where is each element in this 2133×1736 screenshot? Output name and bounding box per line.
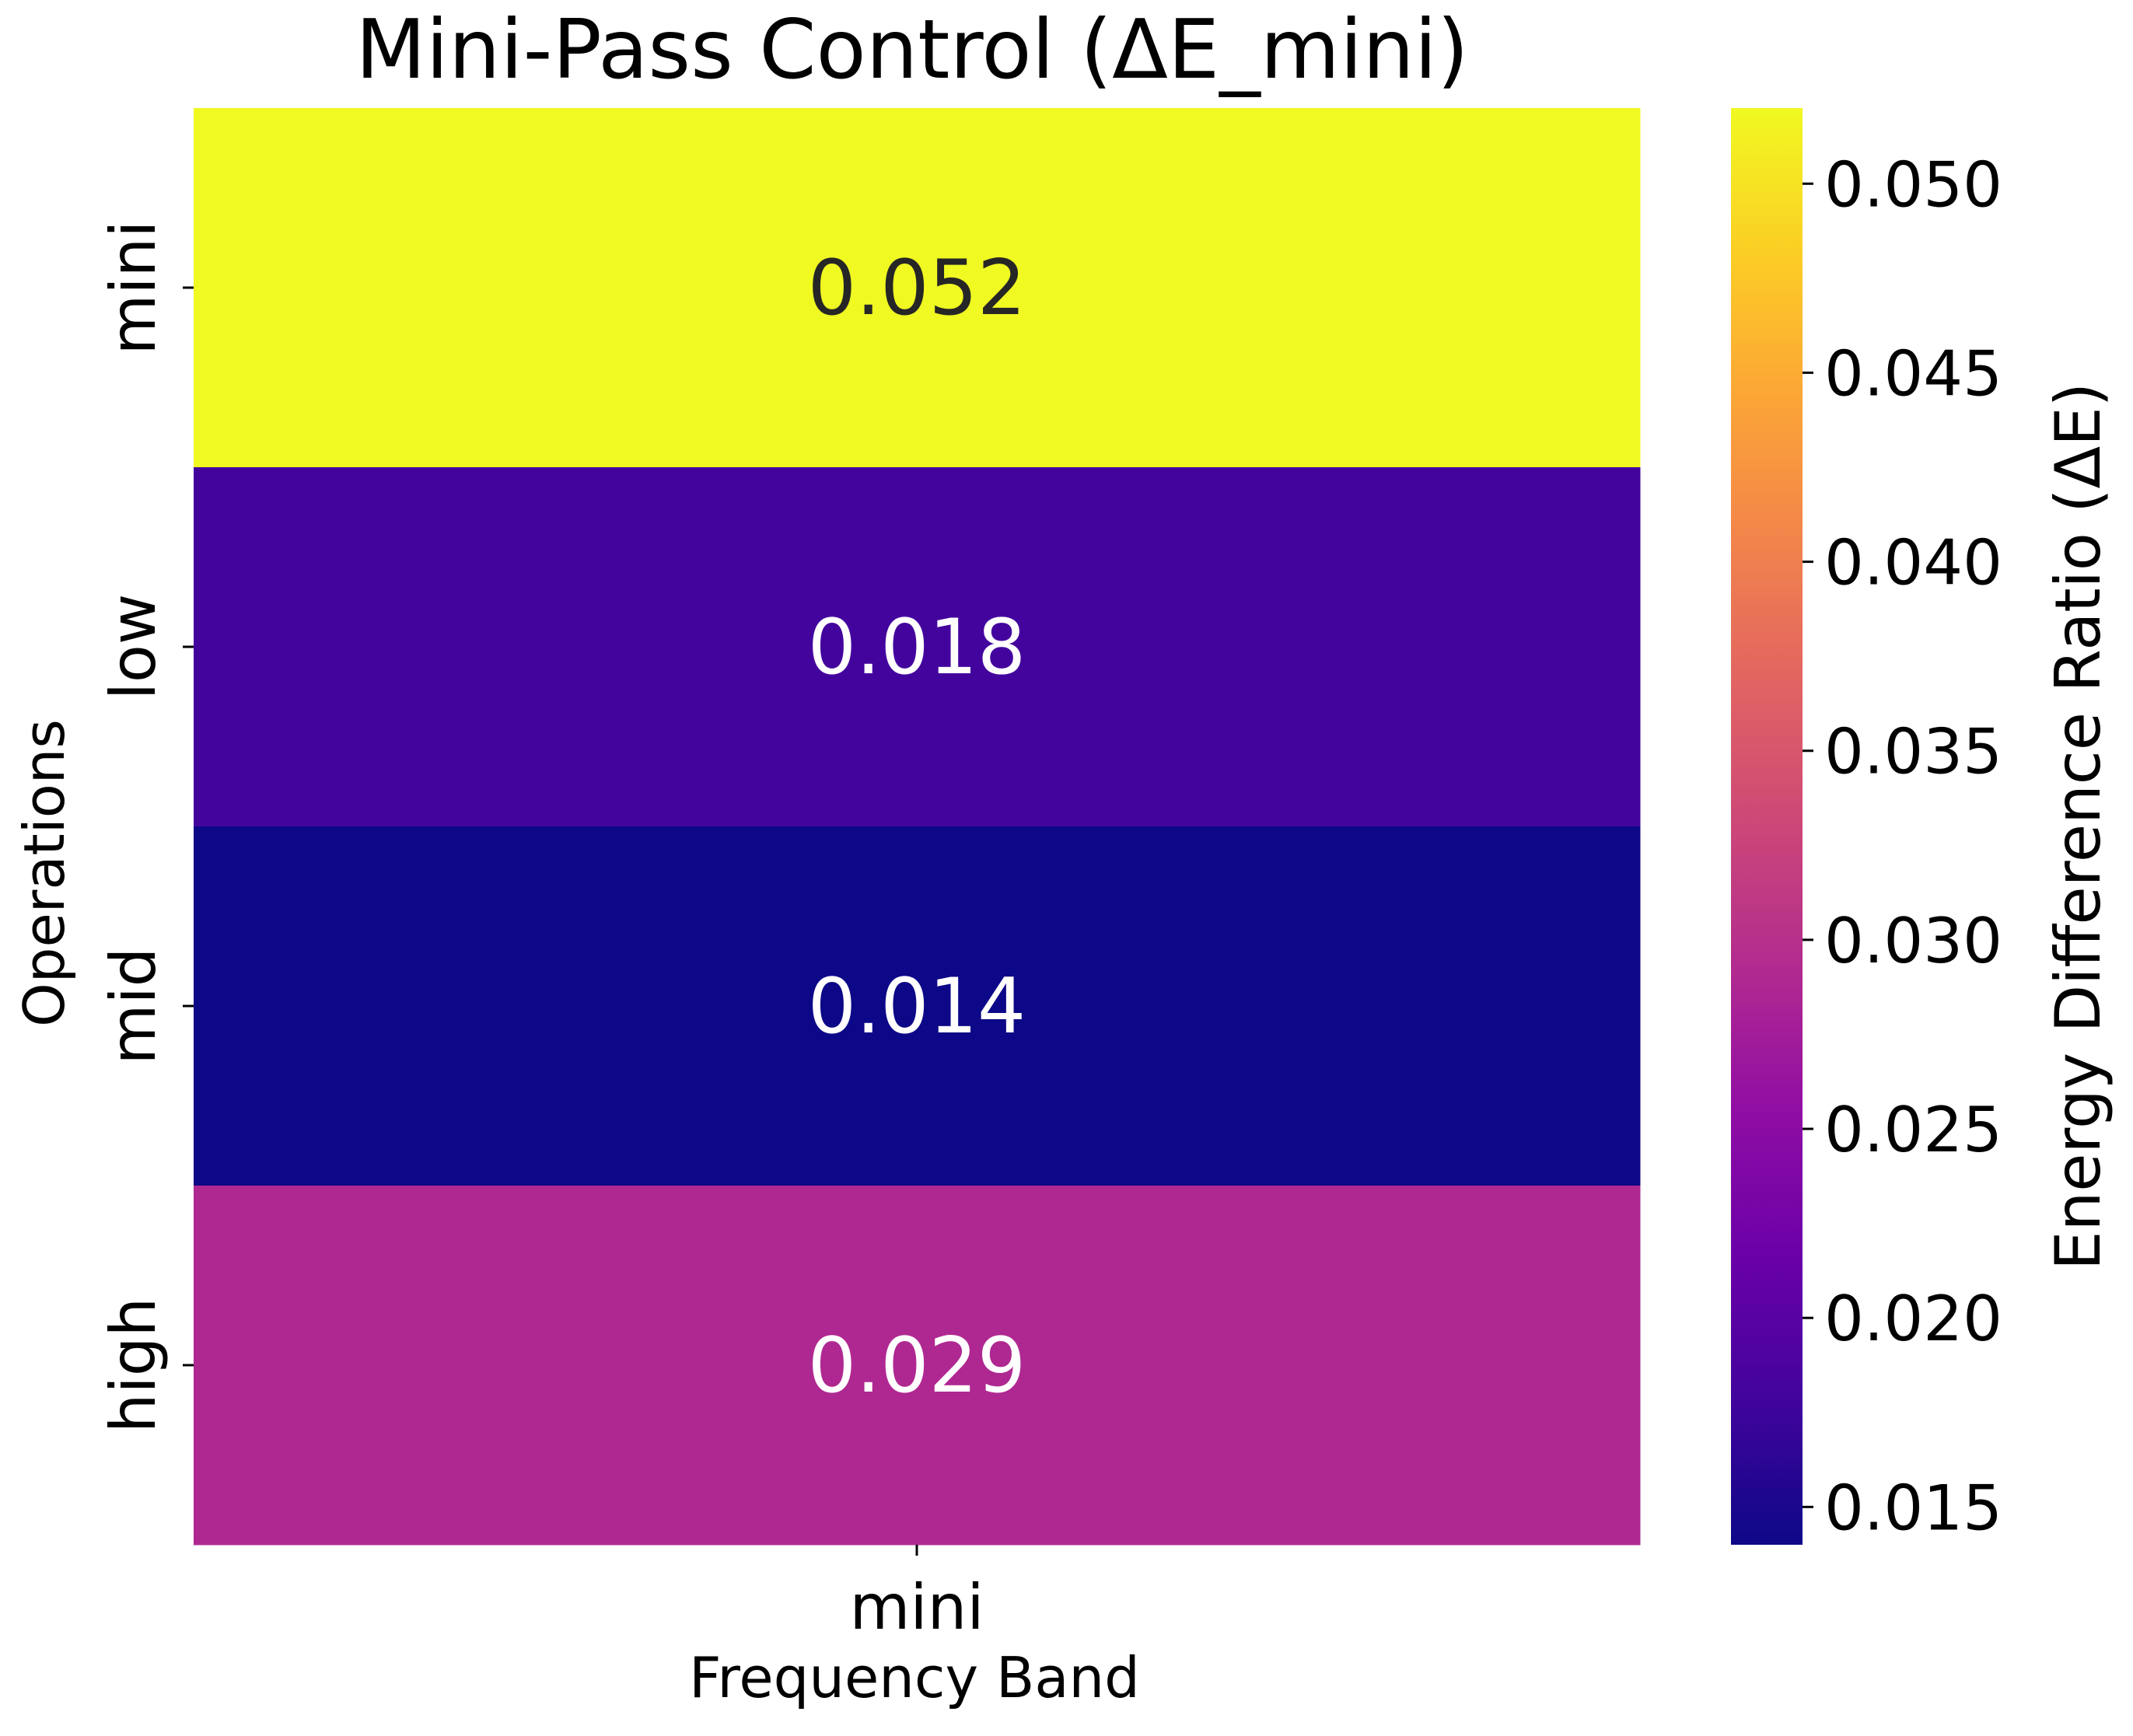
x-tick-label: mini	[849, 1571, 984, 1643]
colorbar-label: Energy Difference Ratio (ΔE)	[2042, 382, 2114, 1270]
heatmap-cells: 0.052 0.018 0.014 0.029	[194, 108, 1641, 1546]
colorbar-tick-label: 0.025	[1824, 1094, 2002, 1166]
cell-value-label: 0.052	[808, 244, 1026, 333]
colorbar-tick-label: 0.045	[1824, 337, 2002, 410]
cell-value-label: 0.014	[808, 962, 1026, 1051]
x-axis-label: Frequency Band	[689, 1645, 1140, 1710]
colorbar-tick-label: 0.015	[1824, 1472, 2002, 1544]
x-axis: mini	[849, 1545, 984, 1643]
colorbar	[1731, 108, 1803, 1545]
y-tick-label: mini	[97, 220, 170, 355]
heatmap-cell	[194, 826, 1641, 1186]
y-tick-label: mid	[97, 948, 170, 1065]
colorbar-tick-label: 0.050	[1824, 148, 2002, 221]
y-tick-label: high	[97, 1298, 170, 1433]
colorbar-ticks: 0.015 0.020 0.025 0.030 0.035 0.040 0.045 0.050	[1803, 148, 2002, 1544]
chart-title: Mini-Pass Control (ΔE_mini)	[355, 2, 1469, 97]
colorbar-tick-label: 0.030	[1824, 905, 2002, 977]
colorbar-tick-label: 0.020	[1824, 1283, 2002, 1355]
colorbar-tick-label: 0.035	[1824, 716, 2002, 788]
cell-value-label: 0.018	[808, 603, 1026, 692]
heatmap-cell	[194, 108, 1641, 468]
heatmap-cell	[194, 1186, 1641, 1546]
y-axis-label: Operations	[12, 719, 77, 1027]
cell-value-label: 0.029	[808, 1322, 1026, 1410]
y-axis: mini low mid high	[97, 220, 194, 1433]
colorbar-tick-label: 0.040	[1824, 527, 2002, 599]
heatmap-cell	[194, 467, 1641, 827]
y-tick-label: low	[97, 594, 170, 700]
